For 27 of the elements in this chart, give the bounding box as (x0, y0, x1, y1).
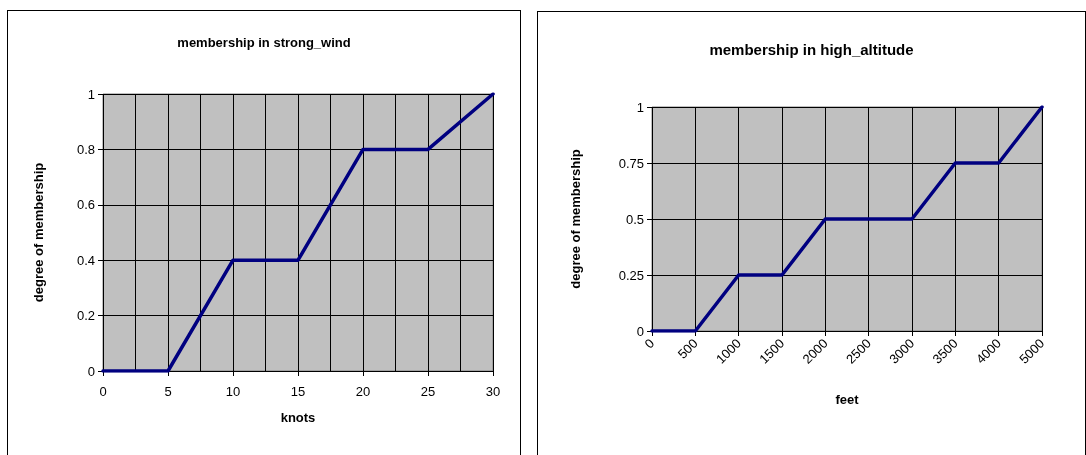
y-tick-label: 0 (87, 363, 95, 379)
y-axis-title: degree of membership (568, 149, 583, 289)
x-tick-label: 500 (674, 335, 701, 362)
y-tick-label: 0.75 (618, 155, 644, 171)
chart-title: membership in strong_wind (177, 35, 351, 50)
line-series (101, 92, 495, 373)
x-tick-label: 15 (290, 384, 306, 399)
y-tick-label: 1 (636, 99, 644, 115)
y-axis-title: degree of membership (31, 162, 46, 303)
y-tick-label: 0.4 (76, 252, 95, 268)
y-tick-label: 0.2 (76, 308, 95, 324)
y-tick-label: 1 (87, 86, 95, 102)
x-tick-label: 25 (420, 384, 436, 399)
x-tick-label: 0 (99, 384, 107, 399)
y-tick-label: 0.8 (76, 141, 95, 157)
chart-title: membership in high_altitude (709, 41, 914, 58)
y-tick-label: 0 (636, 323, 644, 339)
y-tick-label: 0.25 (618, 267, 644, 283)
x-tick-label: 20 (355, 384, 371, 399)
x-tick-label: 10 (225, 384, 241, 399)
y-tick-label: 0.5 (625, 211, 644, 227)
x-axis-title: knots (280, 410, 316, 425)
x-axis-title: feet (835, 392, 860, 407)
y-tick-label: 0.6 (76, 197, 95, 213)
x-tick-label: 30 (485, 384, 501, 399)
x-tick-label: 5 (164, 384, 172, 399)
line-series (650, 105, 1044, 333)
